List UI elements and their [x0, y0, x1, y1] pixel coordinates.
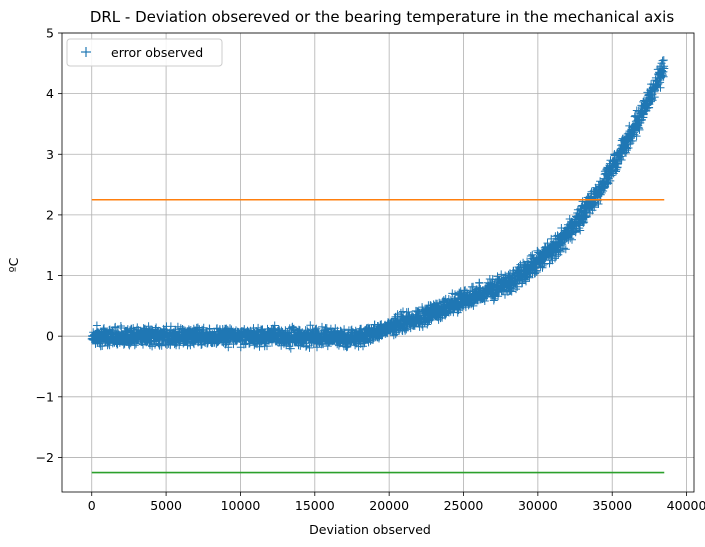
y-axis-label: ºC — [6, 257, 21, 272]
legend-marker-plus-icon — [81, 47, 91, 57]
plot-area — [87, 56, 669, 474]
y-tick-label: 1 — [46, 268, 54, 283]
x-tick-label: 25000 — [444, 498, 484, 513]
grid — [62, 32, 694, 492]
x-tick-label: 40000 — [667, 498, 705, 513]
y-tick-label: 3 — [46, 147, 54, 162]
y-tick-label: 5 — [46, 26, 54, 41]
legend: error observed — [66, 38, 223, 67]
y-tick-label: 2 — [46, 207, 54, 222]
y-tick-label: 4 — [46, 86, 54, 101]
x-tick-label: 10000 — [221, 498, 261, 513]
legend-box — [66, 38, 223, 67]
y-tick-label: −2 — [36, 450, 54, 465]
legend-entry-error-observed: error observed — [111, 45, 203, 60]
plot-frame — [61, 32, 695, 493]
x-axis-ticks: 0 5000 10000 15000 20000 25000 30000 35000 40000 — [88, 492, 705, 513]
scatter-points-error-observed — [87, 56, 669, 353]
x-tick-label: 15000 — [295, 498, 335, 513]
x-tick-label: 30000 — [518, 498, 558, 513]
y-tick-label: −1 — [36, 389, 54, 404]
chart-title: DRL - Deviation obsereved or the bearing… — [90, 8, 675, 26]
x-tick-label: 35000 — [592, 498, 632, 513]
x-axis-label: Deviation observed — [309, 522, 431, 537]
x-tick-label: 20000 — [369, 498, 409, 513]
x-tick-label: 5000 — [150, 498, 182, 513]
y-axis-ticks: −2 −1 0 1 2 3 4 5 — [36, 26, 62, 465]
x-tick-label: 0 — [88, 498, 96, 513]
y-tick-label: 0 — [46, 329, 54, 344]
